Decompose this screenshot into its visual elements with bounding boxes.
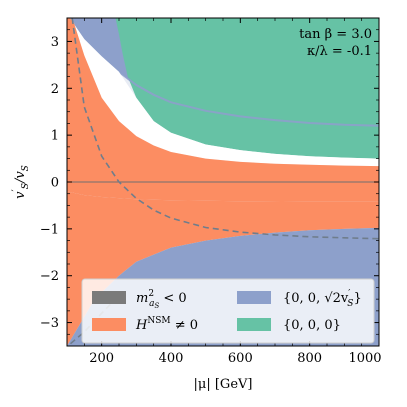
region-white-gap xyxy=(69,18,379,167)
x-tick-label: 400 xyxy=(159,351,184,366)
region-inner-faint-line xyxy=(118,71,379,127)
legend-label-nsm: HNSM ≠ 0 xyxy=(135,316,198,333)
legend-label-tachyonic: m2 aS < 0 xyxy=(136,289,187,310)
y-tick-label: 2 xyxy=(51,82,59,97)
legend-label-sqrt2: {0, 0, √2v′ S} xyxy=(283,289,362,309)
legend-swatch-trivial xyxy=(237,318,271,331)
y-ticks: −3 −2 −1 0 1 2 3 xyxy=(40,17,379,347)
legend-swatch-tachyonic xyxy=(92,291,126,304)
y-tick-label: −2 xyxy=(40,269,59,284)
region-nsm-nonzero xyxy=(67,18,379,202)
dashed-curve-upper xyxy=(71,18,379,240)
y-tick-label: 3 xyxy=(51,35,59,50)
y-tick-label: 0 xyxy=(51,176,59,191)
x-axis-label: |μ| [GeV] xyxy=(194,377,253,392)
x-ticks: 200 400 600 800 1000 xyxy=(66,18,382,366)
legend-label-trivial: {0, 0, 0} xyxy=(283,318,341,333)
x-tick-label: 600 xyxy=(228,351,253,366)
legend-swatch-nsm xyxy=(92,318,126,331)
y-axis-label: v′S/vS xyxy=(11,165,31,199)
annotation-tan-beta: tan β = 3.0 xyxy=(299,27,372,42)
region-nsm-nonzero-lower xyxy=(67,191,379,346)
x-tick-label: 200 xyxy=(89,351,114,366)
legend-swatch-sqrt2 xyxy=(237,291,271,304)
legend: m2 aS < 0 HNSM ≠ 0 {0, 0, √2v′ S} {0, 0, 0… xyxy=(81,278,375,344)
y-tick-label: −1 xyxy=(40,222,59,237)
annotation-kappa-lambda: κ/λ = -0.1 xyxy=(307,44,372,59)
legend-box xyxy=(81,278,375,344)
x-tick-label: 1000 xyxy=(348,351,381,366)
y-tick-label: −3 xyxy=(40,316,59,331)
y-tick-label: 1 xyxy=(51,129,59,144)
x-tick-label: 800 xyxy=(297,351,322,366)
